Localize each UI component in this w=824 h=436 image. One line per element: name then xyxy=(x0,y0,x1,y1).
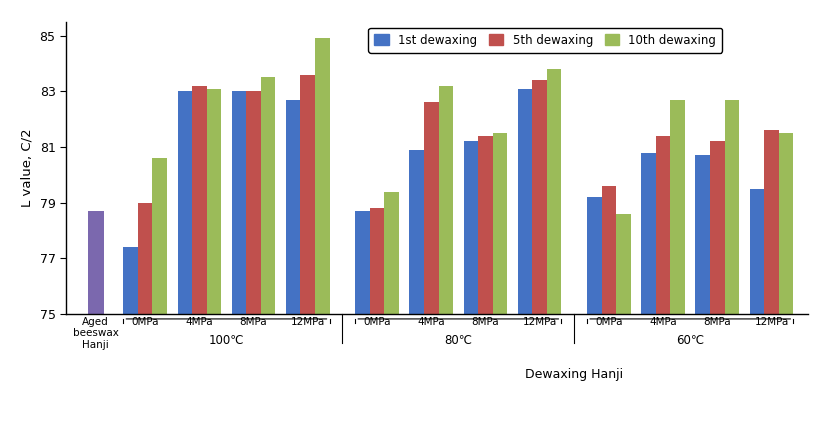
Bar xyxy=(641,153,656,436)
Bar xyxy=(370,208,384,436)
Bar xyxy=(588,197,602,436)
Text: 100℃: 100℃ xyxy=(208,334,244,347)
Y-axis label: L value, C/2: L value, C/2 xyxy=(21,129,34,207)
Legend: 1st dewaxing, 5th dewaxing, 10th dewaxing: 1st dewaxing, 5th dewaxing, 10th dewaxin… xyxy=(368,28,722,52)
Bar xyxy=(464,141,478,436)
Bar xyxy=(232,92,246,436)
Bar xyxy=(261,78,275,436)
Bar xyxy=(438,86,453,436)
Bar xyxy=(301,75,315,436)
Bar xyxy=(547,69,561,436)
Bar xyxy=(315,38,330,436)
Bar xyxy=(410,150,424,436)
Bar xyxy=(286,100,301,436)
Bar xyxy=(656,136,671,436)
Bar xyxy=(779,133,794,436)
Bar xyxy=(695,155,710,436)
Bar xyxy=(207,89,221,436)
Bar xyxy=(724,100,739,436)
Text: 80℃: 80℃ xyxy=(444,334,472,347)
Bar xyxy=(478,136,493,436)
Bar xyxy=(192,86,207,436)
Bar xyxy=(152,158,167,436)
Bar xyxy=(384,191,399,436)
Bar xyxy=(764,130,779,436)
Bar xyxy=(710,141,724,436)
Bar xyxy=(750,189,764,436)
Bar xyxy=(424,102,438,436)
Bar xyxy=(493,133,508,436)
Bar xyxy=(532,80,547,436)
Bar xyxy=(671,100,685,436)
Bar xyxy=(177,92,192,436)
Text: 60℃: 60℃ xyxy=(677,334,705,347)
Bar xyxy=(138,203,152,436)
Text: Dewaxing Hanji: Dewaxing Hanji xyxy=(525,368,623,381)
Bar xyxy=(87,211,104,436)
Bar xyxy=(616,214,630,436)
Bar xyxy=(246,92,261,436)
Bar xyxy=(517,89,532,436)
Bar xyxy=(124,247,138,436)
Bar xyxy=(355,211,370,436)
Bar xyxy=(602,186,616,436)
